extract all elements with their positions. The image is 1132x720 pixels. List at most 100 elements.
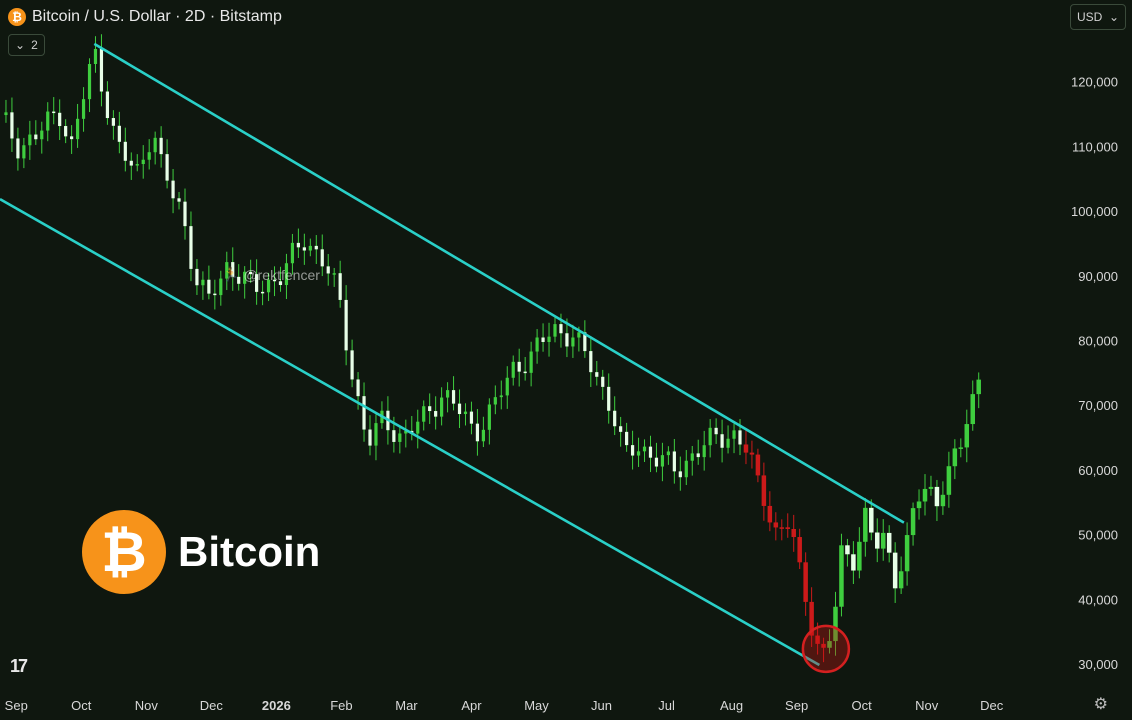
candle-body xyxy=(147,152,151,160)
indicators-toggle[interactable]: ⌄ 2 xyxy=(8,34,45,56)
candle-body xyxy=(46,111,50,131)
candle-body xyxy=(732,430,736,439)
time-tick-label: Aug xyxy=(720,698,743,713)
channel-lower-line[interactable] xyxy=(0,198,821,667)
time-tick-label: Dec xyxy=(200,698,224,713)
price-tick-label: 40,000 xyxy=(1078,592,1118,607)
candle-body xyxy=(583,332,587,352)
price-axis[interactable]: 30,000 40,000 50,000 60,000 70,000 80,000 90,0… xyxy=(1071,75,1118,672)
candles-layer xyxy=(4,34,981,663)
candle-body xyxy=(320,249,324,267)
tradingview-logo-icon[interactable]: 17 xyxy=(10,656,28,676)
candle-body xyxy=(135,164,139,166)
candle-body xyxy=(601,376,605,387)
candle-body xyxy=(207,279,211,294)
candle-body xyxy=(487,404,491,430)
candle-body xyxy=(493,397,497,405)
candle-body xyxy=(565,333,569,347)
candle-body xyxy=(392,430,396,442)
price-tick-label: 120,000 xyxy=(1071,75,1118,90)
candle-body xyxy=(255,274,259,292)
candle-body xyxy=(625,431,629,446)
candle-body xyxy=(505,377,509,396)
candle-body xyxy=(105,91,110,119)
candle-body xyxy=(451,390,456,404)
candle-body xyxy=(356,379,360,397)
candle-body xyxy=(541,337,545,342)
candle-body xyxy=(833,606,838,642)
candle-body xyxy=(904,535,910,572)
candle-body xyxy=(761,475,767,506)
candle-body xyxy=(696,453,700,458)
candle-body xyxy=(743,444,749,453)
candle-body xyxy=(278,281,283,286)
candle-body xyxy=(141,159,145,165)
candle-body xyxy=(785,527,790,529)
candle-body xyxy=(869,507,874,533)
candle-body xyxy=(726,438,730,448)
candle-body xyxy=(529,351,533,373)
candle-body xyxy=(886,532,892,553)
candle-body xyxy=(666,451,670,456)
symbol-header[interactable]: ₿ Bitcoin / U.S. Dollar · 2D · Bitstamp xyxy=(8,6,282,28)
time-tick-label: Mar xyxy=(395,698,418,713)
candle-body xyxy=(129,160,133,166)
candle-body xyxy=(302,247,306,251)
currency-select[interactable]: USD ⌄ xyxy=(1070,4,1126,30)
candle-body xyxy=(326,266,330,274)
candle-body xyxy=(773,522,779,528)
candle-body xyxy=(857,541,862,571)
time-axis[interactable]: Sep Oct Nov Dec 2026 Feb Mar Apr May Jun Jul Aug Sep… xyxy=(5,698,1004,713)
channel-upper-line[interactable] xyxy=(93,42,905,524)
candle-body xyxy=(845,545,850,555)
candle-body xyxy=(976,379,981,395)
candle-body xyxy=(475,423,480,442)
candle-body xyxy=(749,452,755,455)
candle-body xyxy=(815,635,820,644)
candle-body xyxy=(58,112,62,127)
candle-body xyxy=(863,507,868,542)
candle-body xyxy=(165,154,169,181)
candle-body xyxy=(87,64,92,100)
candle-body xyxy=(767,505,773,523)
candle-body xyxy=(916,501,922,509)
time-tick-label: Nov xyxy=(135,698,159,713)
candle-body xyxy=(720,434,724,448)
candle-body xyxy=(827,641,832,648)
candle-body xyxy=(738,430,742,445)
candle-body xyxy=(445,390,450,398)
candle-body xyxy=(434,411,438,417)
symbol-title[interactable]: Bitcoin / U.S. Dollar · 2D · Bitstamp xyxy=(32,8,282,25)
candle-body xyxy=(22,145,26,159)
candle-body xyxy=(398,433,402,442)
time-tick-label: Jul xyxy=(658,698,675,713)
candle-body xyxy=(613,410,617,427)
candle-body xyxy=(928,486,934,489)
candle-body xyxy=(517,361,521,372)
candle-body xyxy=(10,112,14,139)
gear-icon[interactable]: ⚙ xyxy=(1093,696,1108,713)
candle-body xyxy=(260,291,265,294)
candle-body xyxy=(678,471,682,478)
candle-body xyxy=(791,528,796,538)
channel-lines[interactable] xyxy=(0,42,905,667)
candle-body xyxy=(213,293,217,296)
candle-body xyxy=(350,350,354,380)
candle-body xyxy=(237,276,241,284)
candle-body xyxy=(52,111,56,114)
candle-body xyxy=(898,571,904,589)
bitcoin-logo-icon: ₿ xyxy=(82,510,166,594)
candle-body xyxy=(111,118,115,126)
candle-body xyxy=(481,429,485,442)
time-tick-label: Feb xyxy=(330,698,352,713)
candle-body xyxy=(75,118,80,140)
time-tick-label: May xyxy=(524,698,549,713)
price-tick-label: 70,000 xyxy=(1078,398,1118,413)
chevron-down-icon: ⌄ xyxy=(15,38,26,52)
candle-body xyxy=(153,137,157,153)
candle-body xyxy=(577,332,581,338)
author-watermark: 🏃 @rektfencer xyxy=(222,266,320,283)
annotation-layer xyxy=(801,624,851,674)
candle-body xyxy=(266,279,271,293)
